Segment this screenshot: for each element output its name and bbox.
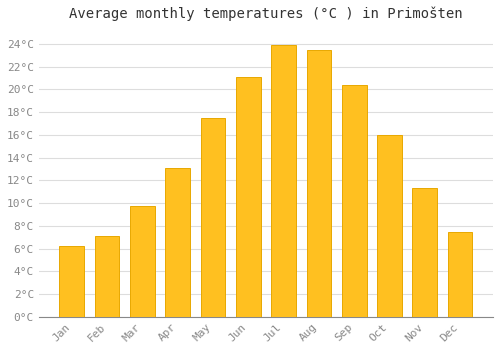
Bar <box>94 236 120 317</box>
Bar <box>130 206 155 317</box>
Bar <box>412 188 437 317</box>
Bar <box>306 49 331 317</box>
Bar <box>342 85 366 317</box>
Bar <box>448 231 472 317</box>
Bar <box>60 246 84 317</box>
Bar <box>236 77 260 317</box>
Bar <box>200 118 226 317</box>
Title: Average monthly temperatures (°C ) in Primošten: Average monthly temperatures (°C ) in Pr… <box>69 7 462 21</box>
Bar <box>377 135 402 317</box>
Bar <box>166 168 190 317</box>
Bar <box>271 45 296 317</box>
